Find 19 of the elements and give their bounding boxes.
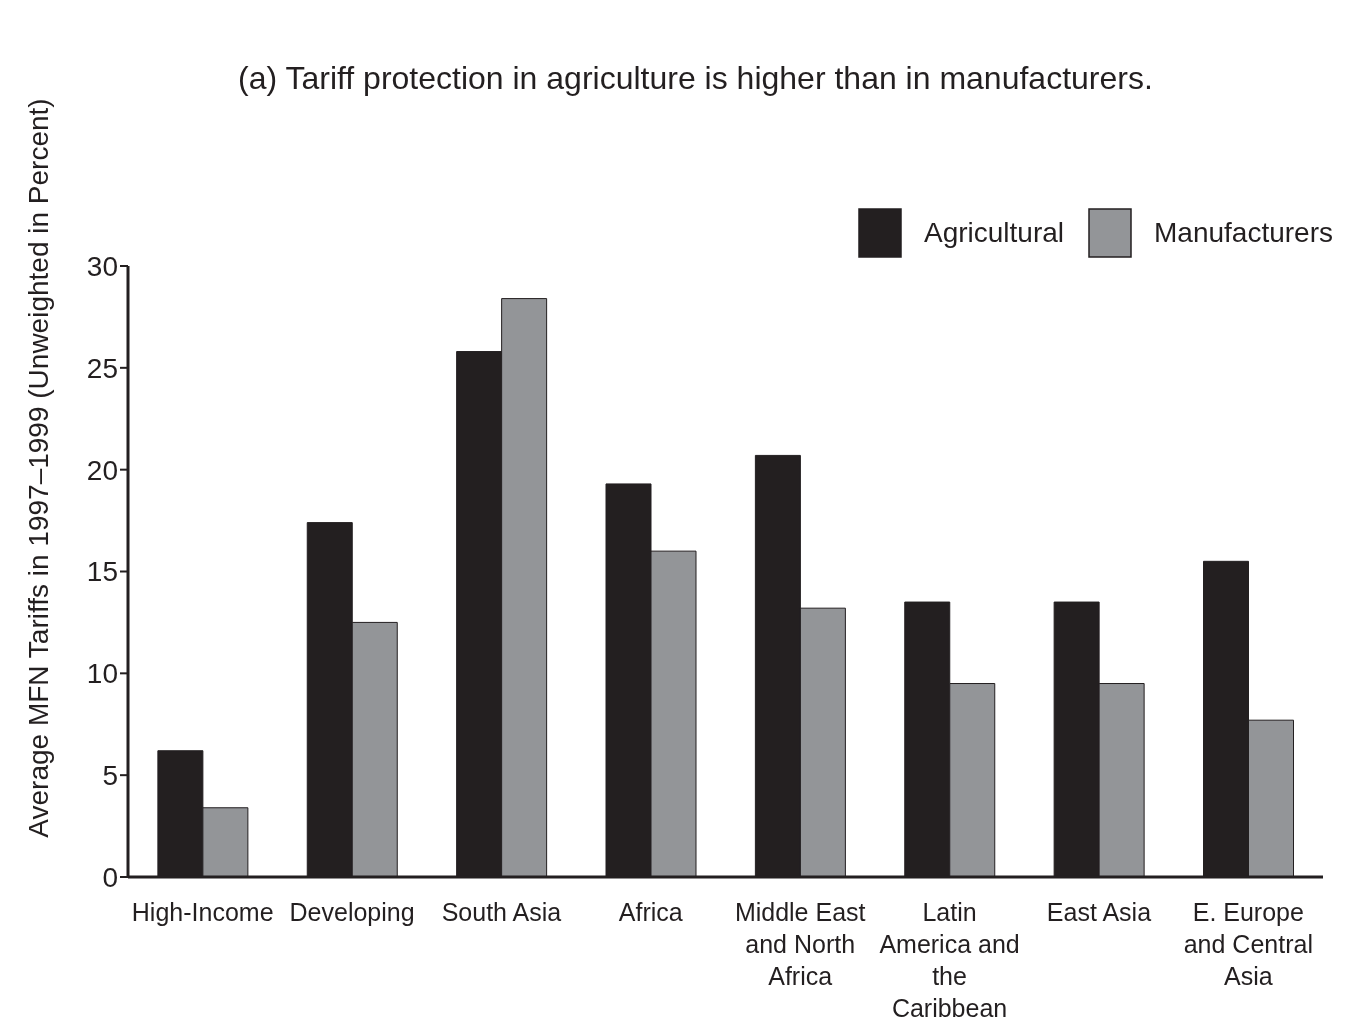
y-tick-label: 5: [102, 760, 118, 792]
x-tick-label: High-Income: [131, 898, 274, 926]
x-tick-label: Developing: [289, 898, 415, 926]
y-tick-label: 20: [86, 454, 118, 486]
x-tick-label: Middle East and North Africa: [734, 898, 866, 990]
y-tick-label: 15: [86, 556, 118, 588]
y-tick-label: 10: [86, 658, 118, 690]
x-tick-label: East Asia: [1046, 898, 1152, 926]
y-tick-label: 25: [86, 352, 118, 384]
x-tick-label: South Asia: [441, 898, 562, 926]
x-tick-label: Africa: [618, 898, 683, 926]
chart-title: (a) Tariff protection in agriculture is higher than in manufacturers.: [238, 60, 1153, 97]
y-tick-label: 30: [86, 250, 118, 282]
legend-label: Manufacturers: [1154, 217, 1333, 249]
y-axis-title: Average MFN Tariffs in 1997–1999 (Unweighted in Percent): [23, 98, 54, 838]
legend-label: Agricultural: [923, 217, 1065, 249]
y-tick-label: 0: [102, 861, 118, 893]
x-tick-label: E. Europe and Central Asia: [1183, 898, 1313, 990]
x-tick-label: Latin America and the Caribbean: [879, 898, 1020, 1022]
